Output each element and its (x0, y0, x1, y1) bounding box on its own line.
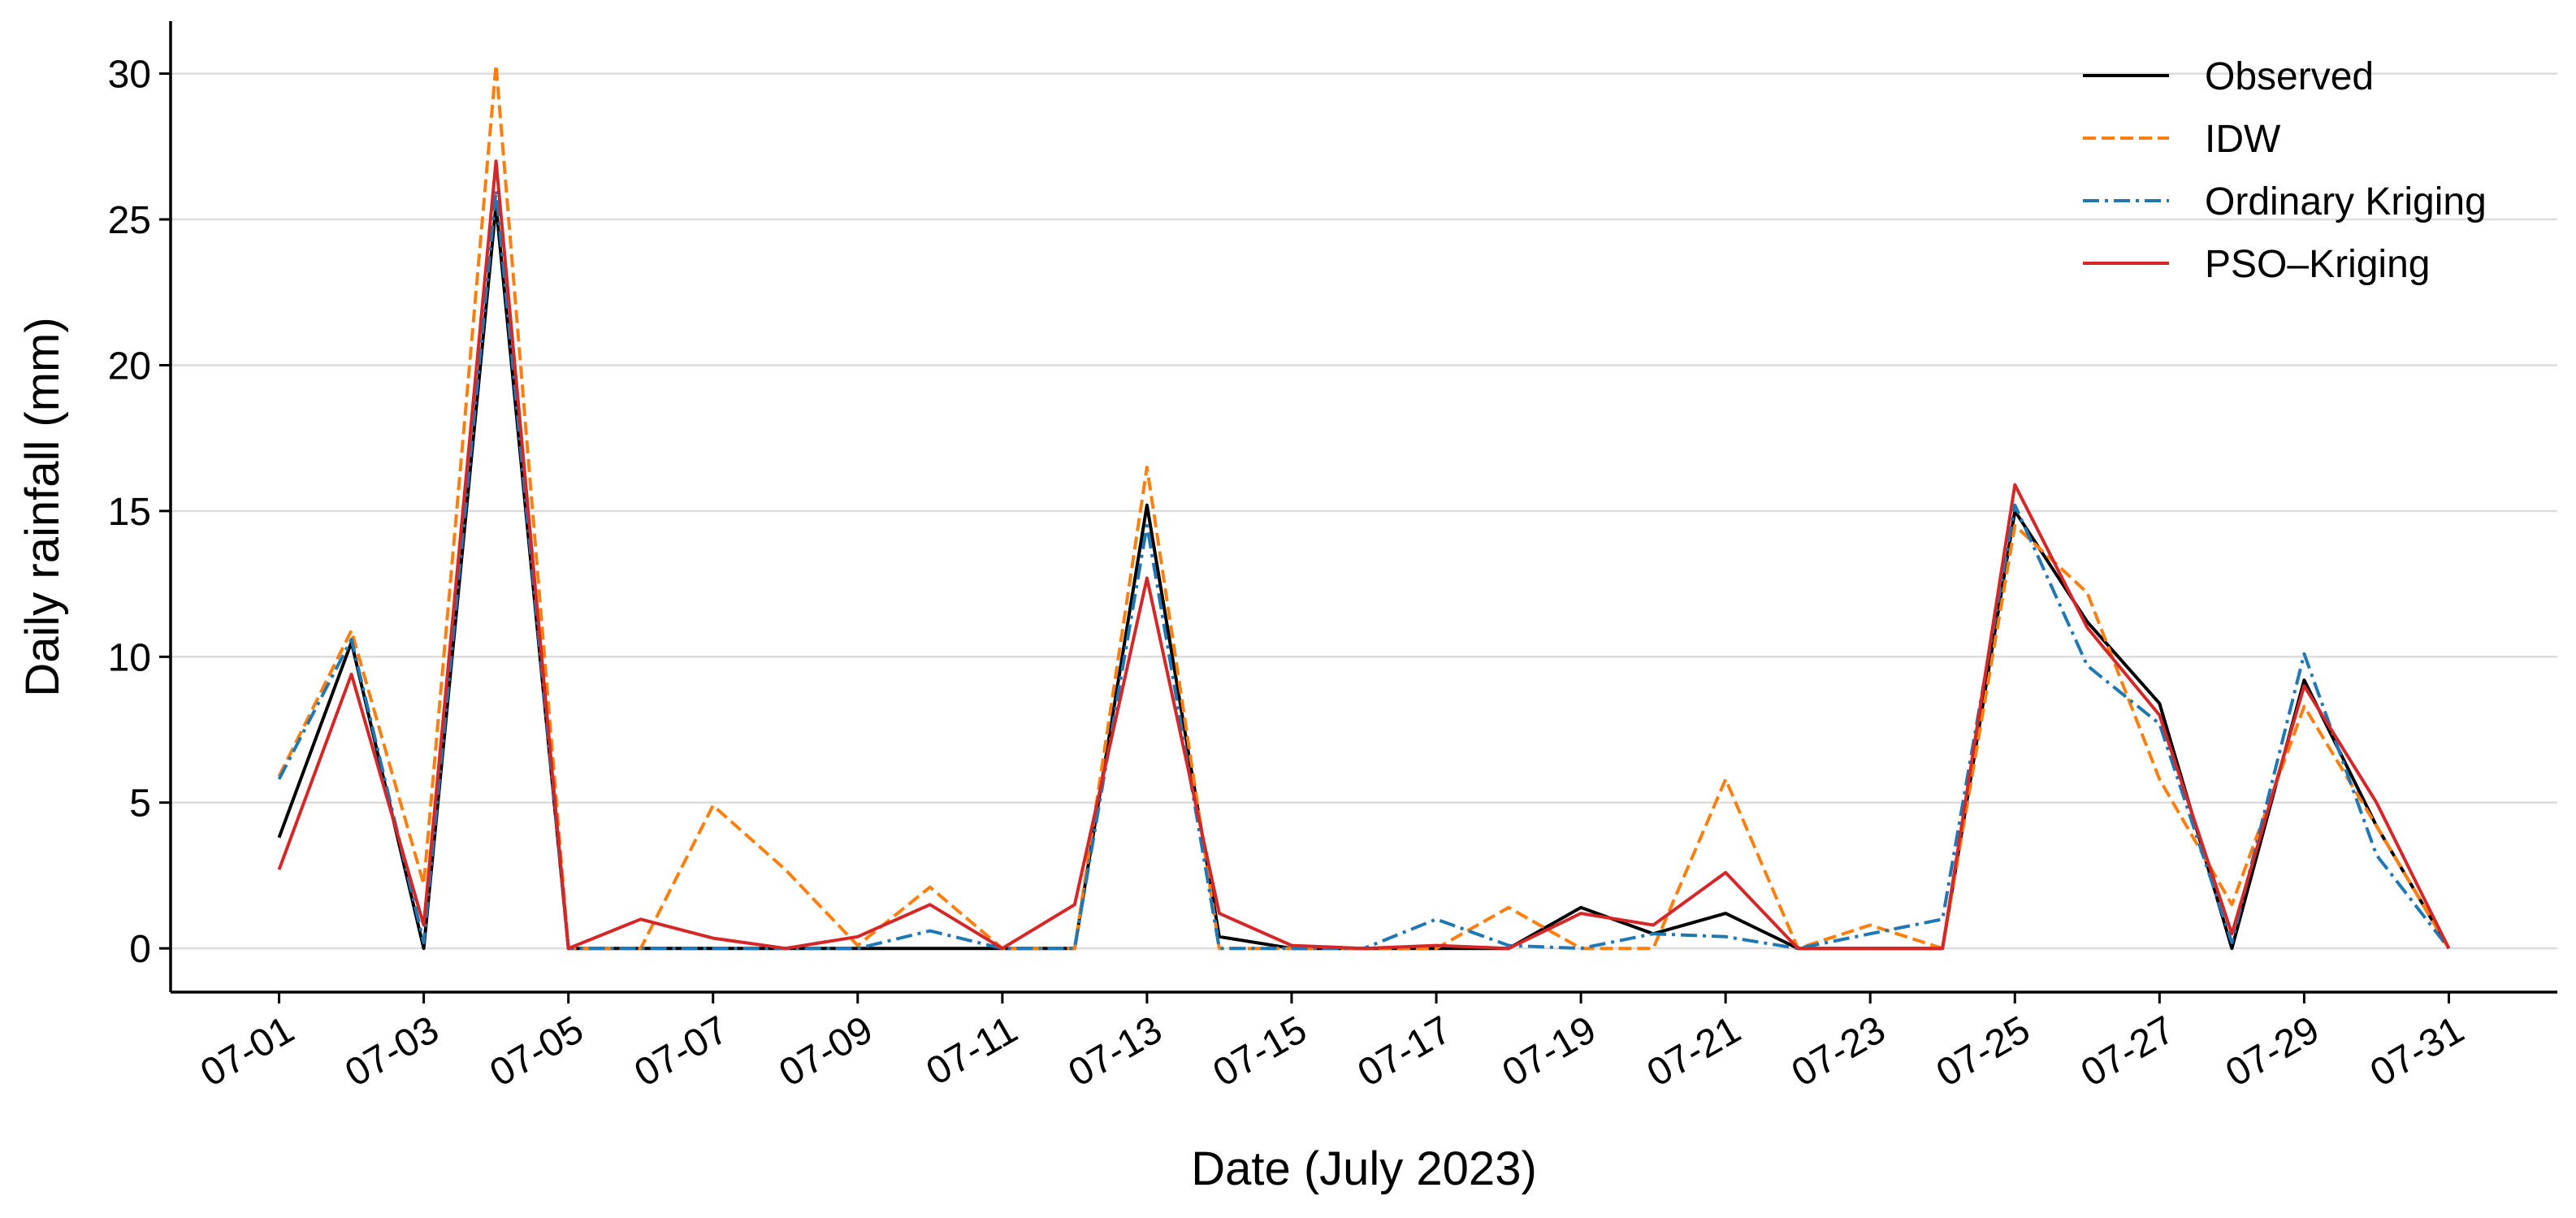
x-axis-label: Date (July 2023) (1191, 1142, 1537, 1195)
legend-label: PSO–Kriging (2205, 243, 2430, 286)
legend-label: IDW (2205, 118, 2281, 161)
y-tick-label: 25 (108, 199, 151, 242)
y-tick-label: 15 (108, 491, 151, 534)
y-axis-label: Daily rainfall (mm) (16, 317, 69, 696)
x-tick-label: 07-11 (920, 1008, 1025, 1094)
x-tick-label: 07-31 (2363, 1008, 2471, 1095)
x-tick-label: 07-29 (2219, 1008, 2327, 1095)
legend-label: Ordinary Kriging (2205, 180, 2487, 223)
x-tick-label: 07-13 (1062, 1008, 1170, 1095)
series-line (277, 203, 2451, 951)
y-tick-label: 5 (129, 782, 151, 826)
x-tick-label: 07-15 (1206, 1008, 1314, 1095)
y-tick-label: 10 (108, 636, 151, 679)
series-line (277, 159, 2451, 951)
series-line (277, 63, 2451, 951)
x-tick-label: 07-01 (193, 1008, 301, 1095)
x-tick-label: 07-07 (627, 1008, 735, 1095)
x-tick-label: 07-27 (2074, 1008, 2182, 1095)
legend-label: Observed (2205, 55, 2374, 98)
x-tick-label: 07-05 (483, 1008, 591, 1095)
x-tick-label: 07-17 (1351, 1008, 1459, 1095)
x-tick-label: 07-09 (772, 1008, 880, 1095)
x-tick-label: 07-19 (1496, 1008, 1604, 1095)
x-tick-label: 07-21 (1640, 1008, 1748, 1095)
x-tick-label: 07-25 (1929, 1008, 2037, 1095)
y-tick-label: 0 (129, 928, 151, 971)
y-tick-label: 20 (108, 345, 151, 388)
y-tick-label: 30 (108, 54, 151, 97)
x-tick-label: 07-23 (1785, 1008, 1893, 1095)
series-line (277, 189, 2451, 951)
x-tick-label: 07-03 (338, 1008, 446, 1095)
